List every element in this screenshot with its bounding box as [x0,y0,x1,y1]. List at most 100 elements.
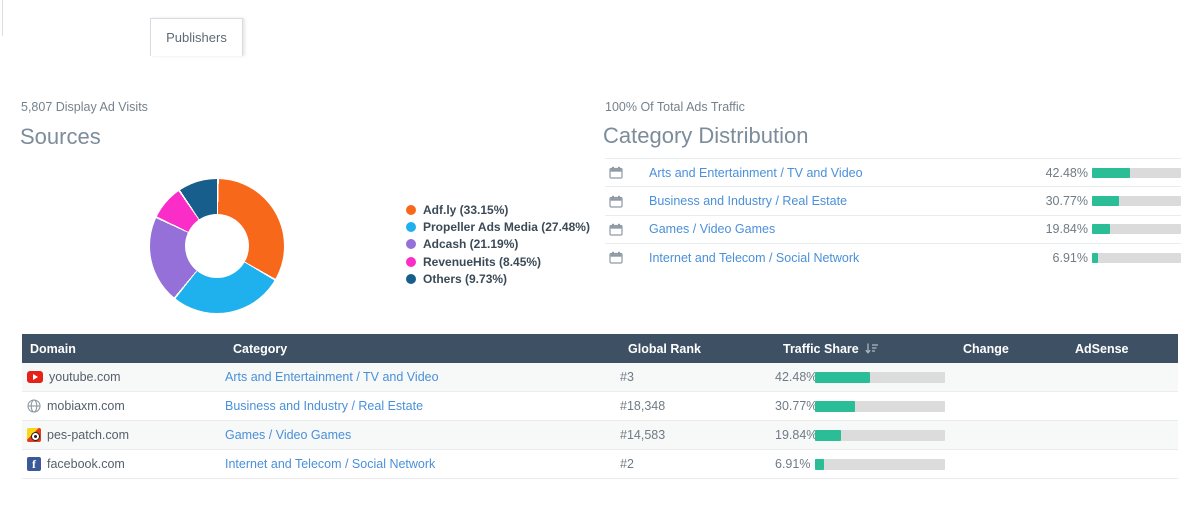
category-icon [609,223,623,236]
tab-publishers[interactable]: Publishers [150,18,243,56]
legend-label: RevenueHits (8.45%) [423,254,542,269]
category-icon [609,166,623,179]
legend-label: Adcash (21.19%) [423,237,519,252]
category-bar-fill [1092,252,1099,263]
traffic-share-bar-fill [815,371,871,383]
column-header-global-rank[interactable]: Global Rank [628,341,701,356]
global-rank-cell: #18,348 [620,399,666,413]
legend-color-dot [406,239,416,250]
traffic-share-cell: 30.77% [775,399,955,413]
category-row: Arts and Entertainment / TV and Video 42… [605,158,1181,186]
category-bar-fill [1092,167,1130,178]
traffic-share-percent: 42.48% [775,370,818,384]
category-icon [609,251,623,264]
sort-descending-icon[interactable] [865,342,879,355]
sources-subtitle: 5,807 Display Ad Visits [21,100,148,114]
category-percent: 6.91% [1052,250,1088,265]
table-row: pes-patch.com Games / Video Games #14,58… [22,421,1178,450]
domain-cell[interactable]: youtube.com [22,370,225,384]
category-cell[interactable]: Business and Industry / Real Estate [225,399,424,413]
legend-color-dot [406,204,416,215]
traffic-share-bar-fill [815,429,841,441]
legend-label: Propeller Ads Media (27.48%) [423,220,590,235]
table-row: youtube.com Arts and Entertainment / TV … [22,363,1178,392]
category-bar-fill [1092,224,1110,235]
global-rank-cell: #3 [620,370,634,384]
global-rank-cell: #2 [620,457,634,471]
domain-label: mobiaxm.com [47,399,125,413]
legend-color-dot [406,222,416,233]
legend-color-dot [406,256,416,267]
column-header-adsense[interactable]: AdSense [1075,341,1129,356]
traffic-share-header-label: Traffic Share [783,341,859,356]
global-rank-cell: #14,583 [620,428,666,442]
legend-label: Others (9.73%) [423,272,508,287]
traffic-share-percent: 19.84% [775,428,818,442]
domain-cell[interactable]: f facebook.com [22,457,225,471]
traffic-share-bar-track [815,458,945,470]
traffic-share-percent: 30.77% [775,399,818,413]
legend-item: Others (9.73%) [406,271,590,288]
domain-label: pes-patch.com [47,428,129,442]
publishers-table: Domain Category Global Rank Traffic Shar… [22,334,1178,479]
domain-cell[interactable]: pes-patch.com [22,428,225,442]
pes-patch-icon [27,428,41,442]
table-row: mobiaxm.com Business and Industry / Real… [22,392,1178,421]
traffic-share-cell: 6.91% [775,457,955,471]
traffic-share-percent: 6.91% [775,457,811,471]
category-cell[interactable]: Internet and Telecom / Social Network [225,457,436,471]
category-row: Games / Video Games 19.84% [605,214,1181,243]
traffic-share-cell: 19.84% [775,428,955,442]
traffic-share-bar-fill [815,400,855,412]
category-percent: 42.48% [1045,165,1088,180]
category-link[interactable]: Internet and Telecom / Social Network [649,250,860,265]
column-header-domain[interactable]: Domain [30,341,76,356]
category-row: Business and Industry / Real Estate 30.7… [605,186,1181,214]
category-bar-track [1092,224,1181,235]
category-link[interactable]: Business and Industry / Real Estate [649,194,848,209]
table-header-row: Domain Category Global Rank Traffic Shar… [22,334,1178,363]
legend-color-dot [406,274,416,285]
column-header-traffic-share[interactable]: Traffic Share [775,342,955,356]
category-link[interactable]: Games / Video Games [649,222,776,237]
legend-label: Adf.ly (33.15%) [423,202,509,217]
category-link[interactable]: Arts and Entertainment / TV and Video [649,165,863,180]
category-percent: 30.77% [1045,194,1088,209]
category-cell[interactable]: Games / Video Games [225,428,352,442]
category-bar-fill [1092,196,1120,207]
legend-item: RevenueHits (8.45%) [406,253,590,270]
table-row: f facebook.com Internet and Telecom / So… [22,450,1178,479]
sources-legend: Adf.ly (33.15%) Propeller Ads Media (27.… [406,201,590,288]
page-edge-divider [2,0,3,36]
facebook-icon: f [27,457,41,471]
category-bar-track [1092,167,1181,178]
category-distribution-list: Arts and Entertainment / TV and Video 42… [605,158,1181,272]
domain-label: facebook.com [47,457,125,471]
youtube-icon [27,371,43,383]
donut-hole [185,214,249,278]
domain-cell[interactable]: mobiaxm.com [22,399,225,413]
category-row: Internet and Telecom / Social Network 6.… [605,243,1181,271]
table-body: youtube.com Arts and Entertainment / TV … [22,363,1178,479]
category-cell[interactable]: Arts and Entertainment / TV and Video [225,370,439,384]
traffic-share-bar-track [815,400,945,412]
category-bar-track [1092,196,1181,207]
traffic-share-bar-fill [815,458,824,470]
sources-donut-chart[interactable] [150,179,284,313]
legend-item: Adcash (21.19%) [406,236,590,253]
column-header-change[interactable]: Change [963,341,1009,356]
category-icon [609,195,623,208]
category-distribution-subtitle: 100% Of Total Ads Traffic [605,100,745,114]
traffic-share-cell: 42.48% [775,370,955,384]
sources-title: Sources [20,124,101,149]
column-header-category[interactable]: Category [233,341,288,356]
legend-item: Propeller Ads Media (27.48%) [406,218,590,235]
category-distribution-title: Category Distribution [603,123,809,148]
traffic-share-bar-track [815,429,945,441]
legend-item: Adf.ly (33.15%) [406,201,590,218]
globe-icon [27,399,41,413]
category-bar-track [1092,252,1181,263]
traffic-share-bar-track [815,371,945,383]
domain-label: youtube.com [49,370,121,384]
